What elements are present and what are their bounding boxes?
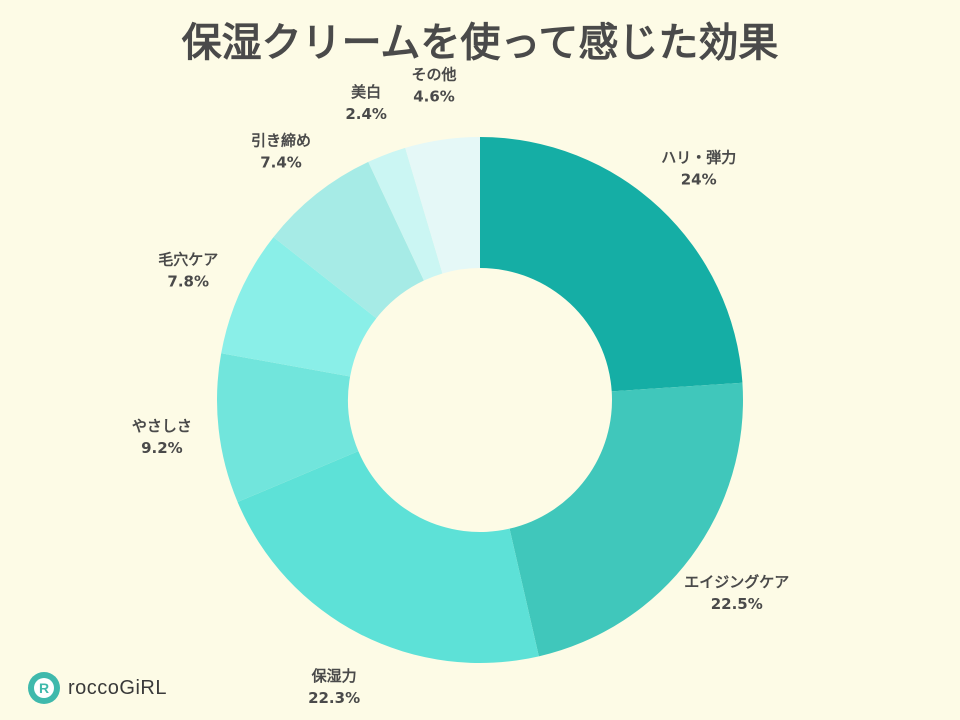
- logo-text: roccoGiRL: [68, 676, 167, 699]
- slice-6: [273, 161, 424, 319]
- slice-label-5: 毛穴ケア: [158, 251, 218, 269]
- slice-value-3: 22.3%: [308, 689, 360, 707]
- slice-7: [368, 147, 443, 281]
- slice-label-8: その他: [412, 65, 457, 83]
- slice-label-2: エイジングケア: [684, 573, 789, 591]
- slice-value-8: 4.6%: [413, 87, 455, 105]
- slice-label-7: 美白: [351, 83, 381, 101]
- slice-value-7: 2.4%: [345, 105, 387, 123]
- chart-title: 保湿クリームを使って感じた効果: [182, 20, 779, 66]
- slice-label-1: ハリ・弾力: [661, 148, 736, 166]
- slice-3: [237, 451, 539, 663]
- brand-logo: R roccoGiRL: [28, 672, 167, 704]
- slice-label-3: 保湿力: [311, 667, 357, 685]
- slice-value-2: 22.5%: [711, 595, 763, 613]
- slice-value-1: 24%: [681, 170, 717, 188]
- slice-4: [216, 353, 359, 502]
- logo-mark-icon: R: [34, 678, 54, 698]
- slice-2: [509, 382, 743, 657]
- slice-label-4: やさしさ: [132, 417, 192, 435]
- slice-value-6: 7.4%: [260, 153, 302, 171]
- labels-group: ハリ・弾力 24% エイジングケア 22.5% 保湿力 22.3% やさしさ 9.2% 毛穴ケア…: [132, 65, 789, 706]
- slice-value-5: 7.8%: [167, 273, 209, 291]
- slice-value-4: 9.2%: [141, 439, 183, 457]
- slice-5: [221, 237, 377, 377]
- logo-badge-icon: R: [28, 672, 60, 704]
- slice-label-6: 引き締め: [251, 131, 311, 149]
- logo-badge-letter: R: [39, 680, 49, 696]
- slices-group: [216, 137, 743, 663]
- slice-8: [405, 137, 480, 274]
- slice-1: [480, 137, 743, 392]
